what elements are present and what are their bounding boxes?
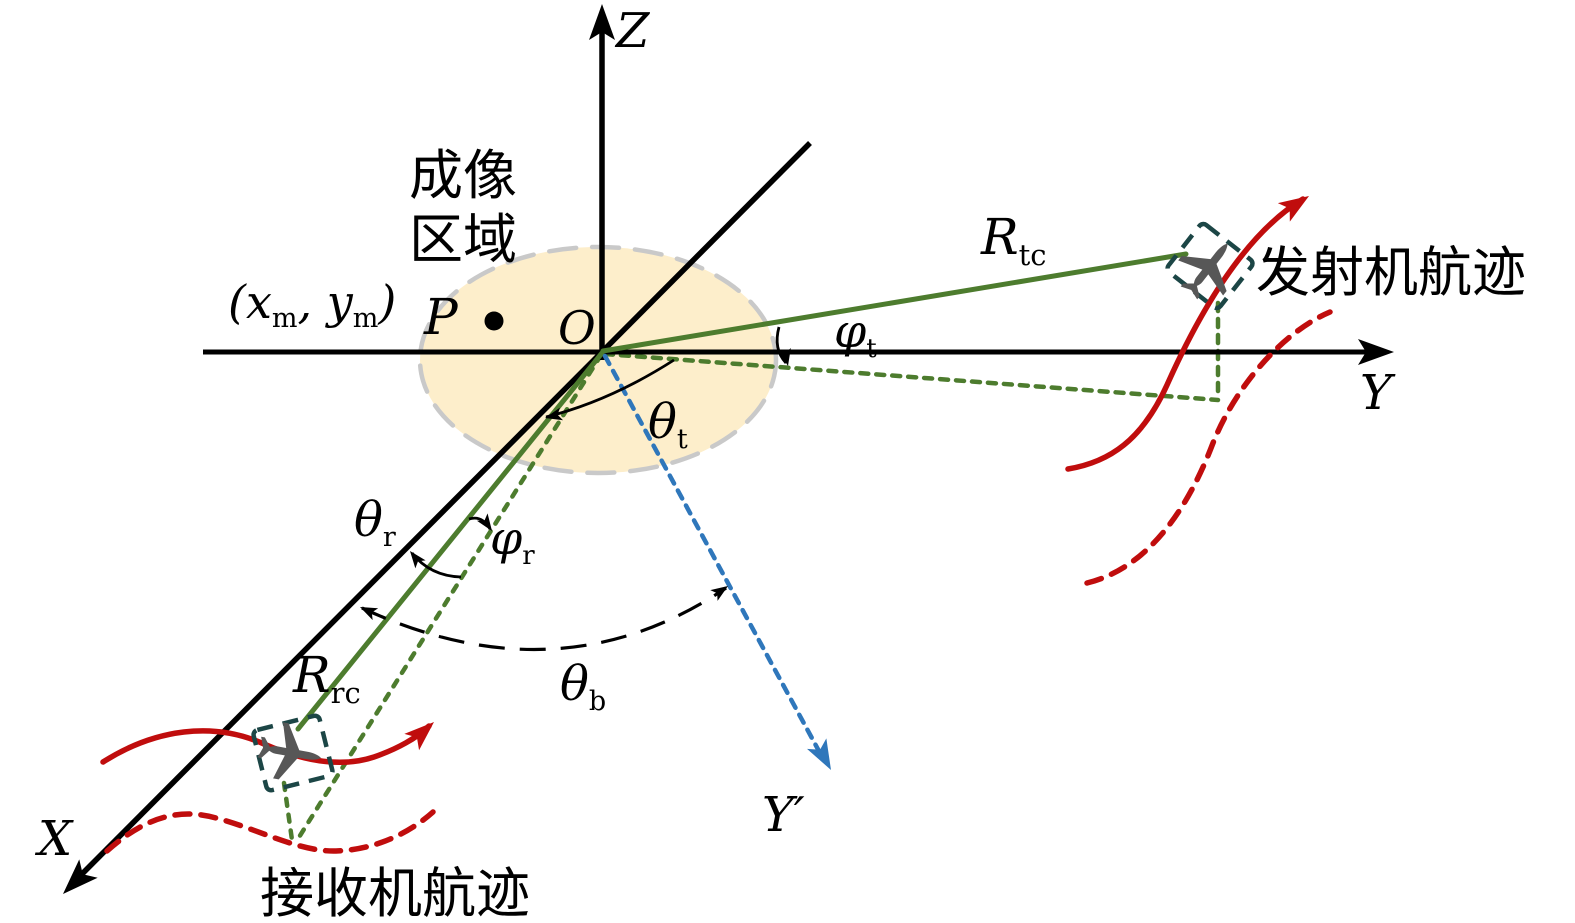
- imaging-region-label-line2: 区域: [409, 208, 517, 271]
- y-axis-label: Y: [1360, 365, 1396, 421]
- rotated-y-axis: [602, 353, 831, 770]
- theta-t-arrowhead: [545, 407, 564, 421]
- y-rotated-dashed-line: [602, 353, 823, 756]
- x-axis-arrowhead: [63, 859, 98, 894]
- receiver-trajectory-arrowhead: [404, 722, 434, 751]
- phi-r-arrowhead: [476, 513, 492, 531]
- axis-arrowheads: [63, 4, 1394, 894]
- theta-t-label: θt: [648, 394, 688, 455]
- transmitter-slant-range-line: [600, 251, 1189, 354]
- x-axis-line: [78, 141, 812, 878]
- origin-label: O: [558, 301, 596, 355]
- theta-b-label: θb: [560, 656, 606, 717]
- receiver-ground-projection-line: [293, 352, 604, 845]
- phi-r-label: φr: [490, 511, 535, 571]
- phi-t-arc: [775, 326, 788, 364]
- transmitter-aircraft-box: [1165, 221, 1255, 311]
- point-coordinates-label: (xm, ym): [228, 275, 396, 334]
- y-rotated-axis-label: Y′: [762, 787, 805, 843]
- phi-t-label: φt: [834, 304, 877, 364]
- phi-t-arrowhead: [778, 348, 791, 366]
- angle-arc-arrowheads: [360, 348, 791, 621]
- transmitter-airplane-icon: [1166, 225, 1251, 311]
- receiver-altitude-dropline: [281, 780, 295, 843]
- receiver-range-label: Rrc: [292, 646, 361, 710]
- z-axis-arrowhead: [589, 4, 615, 40]
- point-p-dot: [484, 311, 504, 331]
- receiver-trajectory-dashed: [104, 809, 436, 854]
- y-axis-arrowhead: [1358, 339, 1394, 365]
- transmitter-ground-projection-line: [602, 351, 1221, 403]
- trajectory-arrowheads: [404, 196, 1309, 751]
- y-rotated-arrowhead: [807, 738, 831, 770]
- z-axis-label: Z: [614, 3, 651, 59]
- transmitter-trajectory-dashed: [1084, 309, 1333, 586]
- flight-trajectories: [100, 196, 1333, 854]
- imaging-region-border: [417, 244, 779, 476]
- transmitter-trajectory-arrowhead: [1277, 196, 1309, 222]
- theta-b-left-arrowhead: [360, 607, 379, 621]
- x-axis-label: X: [34, 811, 74, 867]
- transmitter-track-label: 发射机航迹: [1256, 241, 1526, 304]
- coordinate-axes: [78, 22, 1368, 878]
- angle-arcs: [361, 326, 788, 651]
- point-p-label: P: [423, 288, 459, 346]
- imaging-region-label-line1: 成像: [409, 144, 517, 207]
- receiver-track-label: 接收机航迹: [260, 862, 530, 923]
- theta-r-arrowhead: [410, 551, 426, 569]
- theta-r-label: θr: [354, 492, 396, 553]
- transmitter-trajectory-solid: [1065, 196, 1306, 472]
- transmitter-range-label: Rtc: [980, 208, 1047, 272]
- theta-b-arc: [361, 586, 727, 651]
- theta-b-right-arrowhead: [710, 586, 728, 601]
- theta-t-arc: [545, 358, 675, 419]
